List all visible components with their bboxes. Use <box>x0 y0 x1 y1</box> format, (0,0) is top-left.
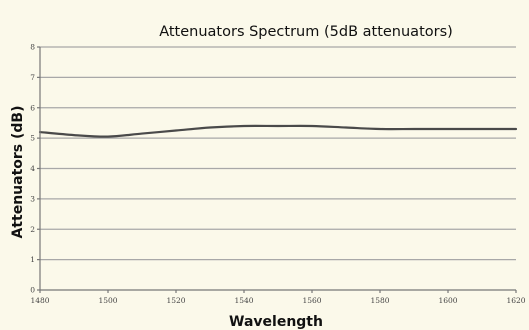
x-axis-label: Wavelength <box>229 314 323 330</box>
y-tick-label: 6 <box>30 103 35 112</box>
grid-lines <box>40 47 516 260</box>
y-tick-label: 7 <box>30 73 35 82</box>
x-tick-label: 1580 <box>370 296 389 305</box>
x-tick-label: 1560 <box>302 296 321 305</box>
y-tick-label: 3 <box>30 194 35 203</box>
series-line-0 <box>40 126 516 137</box>
y-tick-label: 5 <box>30 134 35 143</box>
axes <box>37 47 516 293</box>
x-tick-label: 1500 <box>98 296 117 305</box>
y-tick-label: 8 <box>30 43 35 52</box>
x-tick-label: 1540 <box>234 296 253 305</box>
y-tick-label: 0 <box>30 286 35 295</box>
x-tick-label: 1620 <box>506 296 525 305</box>
x-tick-label: 1480 <box>30 296 49 305</box>
y-tick-label: 4 <box>30 164 35 173</box>
series-layer <box>40 126 516 137</box>
y-axis-label: Attenuators (dB) <box>10 105 26 238</box>
chart-title: Attenuators Spectrum (5dB attenuators) <box>159 24 453 40</box>
y-tick-label: 2 <box>30 225 35 234</box>
x-tick-label: 1600 <box>438 296 457 305</box>
x-tick-label: 1520 <box>166 296 185 305</box>
tick-labels: 0 1 2 3 4 5 6 7 8 1480 1500 1520 1540 1560 1580 1600 162… <box>30 43 526 306</box>
y-tick-label: 1 <box>30 255 35 264</box>
